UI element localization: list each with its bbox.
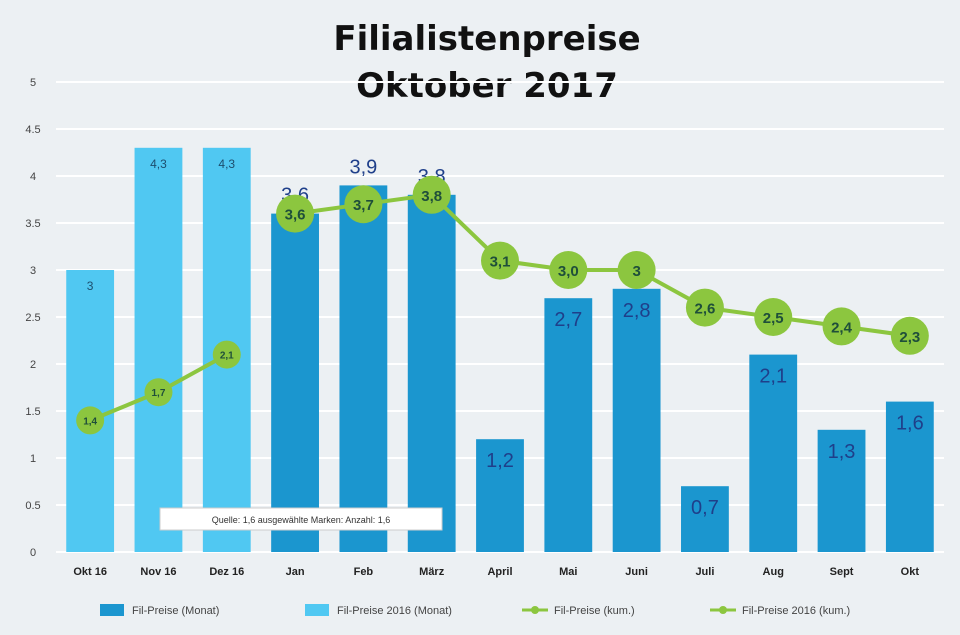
x-tick-label: Dez 16 (209, 566, 244, 578)
line-point (481, 241, 519, 280)
bar-value-label: 1,6 (896, 413, 924, 435)
y-tick-label: 2.5 (25, 312, 40, 324)
legend-item: Fil-Preise 2016 (kum.) (710, 605, 850, 617)
line-point-label: 3 (632, 263, 640, 280)
line-point (754, 298, 793, 336)
line-series (294, 192, 911, 338)
bar-value-label: 2,1 (759, 366, 787, 388)
line-point (890, 316, 929, 355)
line-point-label: 1,4 (83, 416, 97, 427)
line-point (617, 251, 656, 289)
line-point-label: 2,5 (763, 310, 784, 327)
line-point-label: 3,0 (558, 263, 579, 280)
bar (885, 401, 934, 552)
x-tick-label: Aug (763, 566, 784, 578)
bar (681, 486, 729, 552)
bar (407, 194, 456, 553)
y-tick-label: 1.5 (25, 406, 40, 418)
legend-swatch (305, 604, 329, 616)
line-point-label: 2,3 (899, 329, 920, 346)
chart-title-line-2: Oktober 2017 (356, 66, 618, 106)
bar (476, 439, 524, 552)
bar (749, 354, 798, 552)
x-tick-label: Okt (901, 566, 920, 578)
x-tick-label: Feb (354, 566, 374, 578)
y-tick-label: 4 (30, 171, 36, 183)
bar (134, 147, 183, 553)
line-point-label: 3,6 (285, 207, 306, 224)
annotation-text: Quelle: 1,6 ausgewählte Marken: Anzahl: … (212, 515, 391, 525)
legend-item: Fil-Preise 2016 (Monat) (305, 604, 452, 617)
line-point-label: 2,6 (694, 301, 715, 318)
bar (544, 298, 593, 552)
line-point-label: 3,8 (421, 188, 442, 205)
bar-value-label: 2,7 (554, 309, 582, 331)
x-tick-label: Juni (625, 566, 648, 578)
line-point (344, 185, 383, 224)
line-point (685, 288, 724, 327)
bar-value-label: 2,8 (623, 300, 651, 322)
legend-label: Fil-Preise 2016 (kum.) (742, 605, 850, 617)
legend-item: Fil-Preise (Monat) (100, 604, 219, 617)
line-point-label: 2,4 (831, 319, 853, 336)
x-tick-label: Juli (695, 566, 714, 578)
y-tick-label: 0.5 (25, 500, 40, 512)
bar-value-label: 4,3 (218, 157, 235, 171)
legend-swatch (100, 604, 124, 616)
line-point (76, 406, 105, 435)
legend-item: Fil-Preise (kum.) (522, 605, 635, 617)
line-point (144, 378, 173, 407)
legend-marker (719, 606, 727, 614)
x-tick-label: April (487, 566, 512, 578)
bar (271, 213, 319, 552)
line-point (549, 251, 588, 289)
y-tick-label: 3 (30, 265, 36, 277)
line-point (212, 340, 241, 369)
bar-value-label: 4,3 (150, 157, 167, 171)
line-point-label: 3,1 (490, 254, 511, 271)
legend-label: Fil-Preise (Monat) (132, 605, 219, 617)
y-tick-label: 1 (30, 453, 36, 465)
chart-title-line-1: Filialistenpreise (333, 19, 640, 59)
line-point-label: 1,7 (152, 388, 166, 399)
x-tick-label: Jan (286, 566, 305, 578)
bar (817, 429, 866, 552)
y-tick-label: 0 (30, 547, 36, 559)
bar (339, 185, 388, 552)
y-tick-label: 3.5 (25, 218, 40, 230)
line-point-label: 2,1 (220, 351, 234, 362)
line-point-label: 3,7 (353, 197, 374, 214)
legend-label: Fil-Preise (kum.) (554, 605, 635, 617)
y-tick-label: 2 (30, 359, 36, 371)
x-tick-label: Nov 16 (140, 566, 176, 578)
x-tick-label: Okt 16 (73, 566, 107, 578)
line-point (412, 175, 451, 214)
line-point (276, 194, 315, 233)
y-tick-label: 4.5 (25, 124, 40, 136)
bar-value-label: 3 (87, 279, 94, 293)
x-tick-label: Mai (559, 566, 577, 578)
bar-value-label: 0,7 (691, 497, 719, 519)
bar (612, 288, 661, 552)
bar-value-label: 3,9 (349, 156, 377, 178)
bar-value-label: 1,3 (828, 441, 856, 463)
chart-annotation: Quelle: 1,6 ausgewählte Marken: Anzahl: … (159, 507, 443, 531)
bar-value-label: 1,2 (486, 450, 514, 472)
annotation-box (159, 507, 443, 531)
legend-marker (531, 606, 539, 614)
x-tick-label: Sept (830, 566, 854, 578)
line-point (822, 307, 861, 346)
legend-label: Fil-Preise 2016 (Monat) (337, 605, 452, 617)
y-tick-label: 5 (30, 77, 36, 89)
x-tick-label: März (419, 566, 445, 578)
